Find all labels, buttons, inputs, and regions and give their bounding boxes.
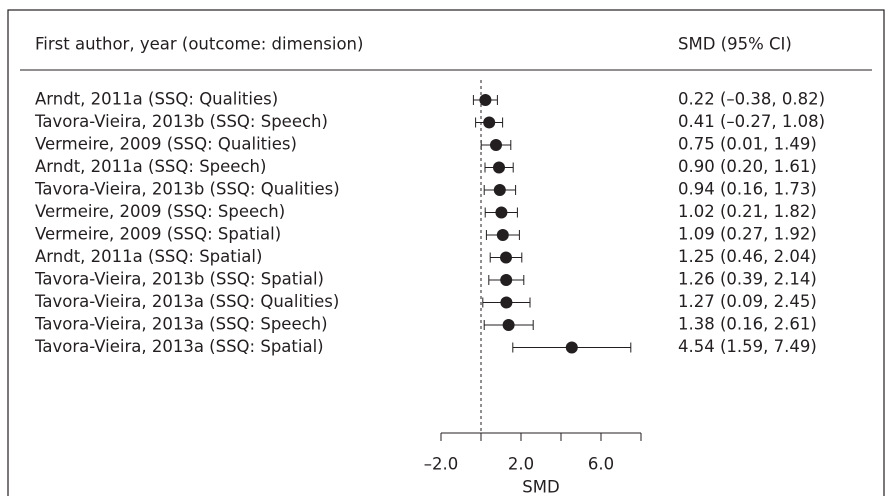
study-label: Tavora-Vieira, 2013b (SSQ: Qualities) [34, 180, 340, 199]
value-label: 0.75 (0.01, 1.49) [678, 135, 817, 154]
x-tick-label: 6.0 [588, 455, 614, 474]
header-left: First author, year (outcome: dimension) [35, 35, 363, 54]
study-label: Tavora-Vieira, 2013a (SSQ: Spatial) [34, 337, 324, 356]
value-label: 0.22 (–0.38, 0.82) [678, 90, 825, 109]
x-axis-label: SMD [522, 478, 559, 496]
x-tick-label: –2.0 [424, 455, 459, 474]
study-label: Vermeire, 2009 (SSQ: Qualities) [35, 135, 297, 154]
point-estimate [500, 251, 512, 264]
point-estimate [496, 229, 509, 241]
study-label: Arndt, 2011a (SSQ: Speech) [35, 157, 266, 176]
study-label: Tavora-Vieira, 2013b (SSQ: Speech) [34, 112, 328, 131]
study-label: Tavora-Vieira, 2013b (SSQ: Spatial) [34, 270, 324, 289]
value-label: 1.09 (0.27, 1.92) [678, 225, 817, 244]
value-label: 0.90 (0.20, 1.61) [678, 157, 817, 176]
point-estimate [495, 206, 508, 219]
study-label: Vermeire, 2009 (SSQ: Speech) [35, 202, 285, 221]
value-label: 1.38 (0.16, 2.61) [678, 315, 817, 334]
point-estimate [490, 139, 502, 151]
study-label: Tavora-Vieira, 2013a (SSQ: Speech) [34, 315, 328, 334]
study-label: Vermeire, 2009 (SSQ: Spatial) [35, 225, 281, 244]
frame [7, 9, 885, 496]
value-label: 1.27 (0.09, 2.45) [678, 292, 817, 311]
x-tick-label: 2.0 [508, 455, 534, 474]
point-estimate [500, 274, 513, 286]
value-label: 1.26 (0.39, 2.14) [678, 270, 817, 289]
point-estimate [493, 184, 506, 196]
value-label: 1.25 (0.46, 2.04) [678, 247, 817, 266]
value-label: 4.54 (1.59, 7.49) [678, 337, 817, 356]
point-estimate [565, 341, 578, 354]
study-label: Arndt, 2011a (SSQ: Qualities) [35, 90, 278, 109]
value-label: 0.94 (0.16, 1.73) [678, 180, 817, 199]
point-estimate [493, 161, 505, 174]
point-estimate [500, 296, 513, 309]
header-right: SMD (95% CI) [678, 35, 792, 54]
point-estimate [502, 319, 515, 331]
value-label: 0.41 (–0.27, 1.08) [678, 112, 825, 131]
study-label: Arndt, 2011a (SSQ: Spatial) [35, 247, 262, 266]
study-label: Tavora-Vieira, 2013a (SSQ: Qualities) [34, 292, 339, 311]
point-estimate [479, 94, 492, 106]
value-label: 1.02 (0.21, 1.82) [678, 202, 817, 221]
point-estimate [483, 116, 496, 129]
